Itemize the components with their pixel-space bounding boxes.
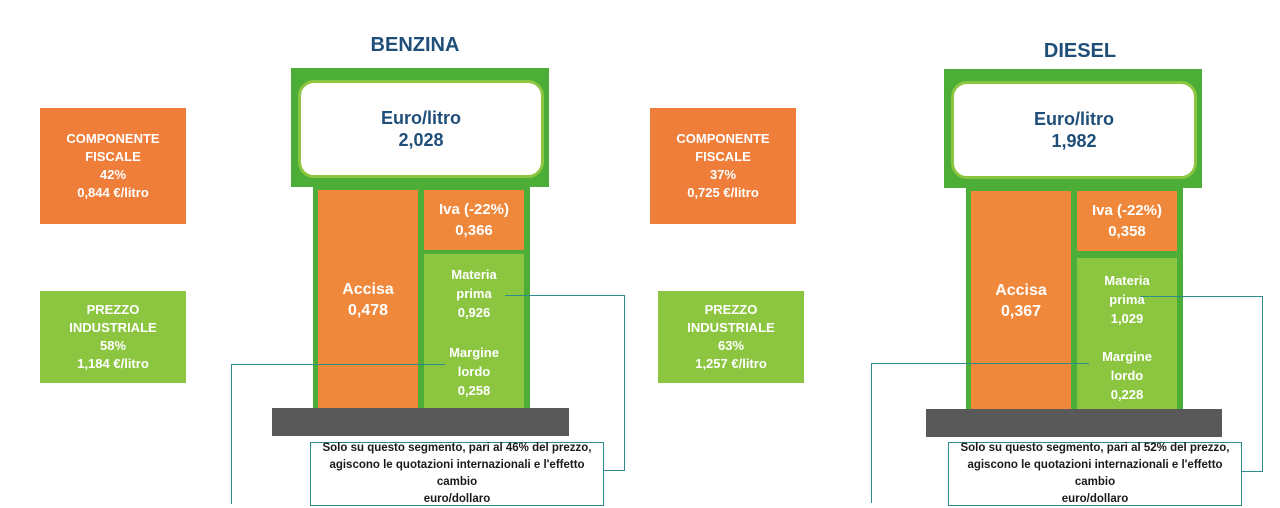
diesel-margine-segment: Margine lordo 0,228 [1077,340,1177,411]
industrial-line2: INDUSTRIALE [69,320,157,335]
materia-value: 1,029 [1110,310,1144,326]
price-value: 2,028 [398,130,444,150]
materia-line1: Materia [451,266,497,282]
fiscal-value: 0,725 €/litro [687,185,759,200]
margine-line2: lordo [457,363,491,379]
industrial-value: 1,184 €/litro [77,356,149,371]
benzina-price-display: Euro/litro 2,028 [298,80,544,178]
benzina-accisa-segment: Accisa 0,478 [318,190,418,410]
diesel-note: Solo su questo segmento, pari al 52% del… [948,442,1242,506]
fiscal-pct: 37% [709,167,737,182]
note-line1: Solo su questo segmento, pari al 46% del… [322,442,592,454]
note-line1: Solo su questo segmento, pari al 52% del… [960,442,1230,454]
benzina-connector-left [231,364,232,504]
price-unit: Euro/litro [381,108,461,128]
industrial-value: 1,257 €/litro [695,356,767,371]
fiscal-line1: COMPONENTE [66,131,160,146]
diesel-connector-note [1240,471,1263,472]
industrial-pct: 63% [717,338,745,353]
industrial-pct: 58% [99,338,127,353]
benzina-iva-segment: Iva (-22%) 0,366 [424,190,524,250]
margine-line2: lordo [1110,368,1144,383]
fiscal-pct: 42% [99,167,127,182]
diesel-fiscal-box: COMPONENTE FISCALE 37% 0,725 €/litro [650,108,796,224]
benzina-margine-segment: Margine lordo 0,258 [424,332,524,410]
benzina-connector-margine [231,364,445,365]
fiscal-value: 0,844 €/litro [77,185,149,200]
industrial-line1: PREZZO [704,302,758,317]
diesel-connector-materia [1140,296,1263,297]
diesel-industrial-box: PREZZO INDUSTRIALE 63% 1,257 €/litro [658,291,804,383]
benzina-connector-right [624,295,625,471]
fiscal-line1: COMPONENTE [676,131,770,146]
accisa-value: 0,367 [1000,303,1042,320]
margine-line1: Margine [449,344,499,360]
iva-value: 0,366 [455,222,493,239]
margine-value: 0,258 [457,382,491,398]
margine-line1: Margine [1102,349,1152,364]
diesel-connector-left [871,363,872,503]
diesel-title: DIESEL [1043,40,1117,62]
industrial-line1: PREZZO [86,302,140,317]
diesel-price-display: Euro/litro 1,982 [951,81,1197,179]
benzina-materia-segment: Materia prima 0,926 [424,254,524,332]
diesel-accisa-segment: Accisa 0,367 [971,191,1071,411]
benzina-fiscal-box: COMPONENTE FISCALE 42% 0,844 €/litro [40,108,186,224]
industrial-line2: INDUSTRIALE [687,320,775,335]
note-line2: agiscono le quotazioni internazionali e … [967,459,1223,488]
materia-line1: Materia [1104,272,1150,288]
diesel-iva-segment: Iva (-22%) 0,358 [1077,191,1177,251]
benzina-industrial-box: PREZZO INDUSTRIALE 58% 1,184 €/litro [40,291,186,383]
materia-line2: prima [1109,291,1145,307]
diesel-connector-margine [871,363,1089,364]
materia-value: 0,926 [457,304,491,320]
diesel-materia-segment: Materia prima 1,029 [1077,258,1177,340]
benzina-title: BENZINA [370,34,460,56]
iva-label: Iva (-22%) [438,201,510,218]
fiscal-line2: FISCALE [695,149,751,164]
iva-label: Iva (-22%) [1091,202,1163,219]
accisa-label: Accisa [342,281,394,298]
benzina-note: Solo su questo segmento, pari al 46% del… [310,442,604,506]
iva-value: 0,358 [1108,223,1146,240]
benzina-pump-base [272,408,569,436]
diesel-pump-base [926,409,1222,437]
price-unit: Euro/litro [1034,109,1114,129]
accisa-value: 0,478 [347,302,389,319]
note-line2: agiscono le quotazioni internazionali e … [329,459,585,488]
benzina-connector-note [602,470,625,471]
materia-line2: prima [456,285,492,301]
fiscal-line2: FISCALE [85,149,141,164]
accisa-label: Accisa [995,282,1047,299]
diesel-connector-right [1262,296,1263,472]
benzina-connector-materia [505,295,625,296]
margine-value: 0,228 [1110,387,1144,402]
price-value: 1,982 [1051,131,1097,151]
